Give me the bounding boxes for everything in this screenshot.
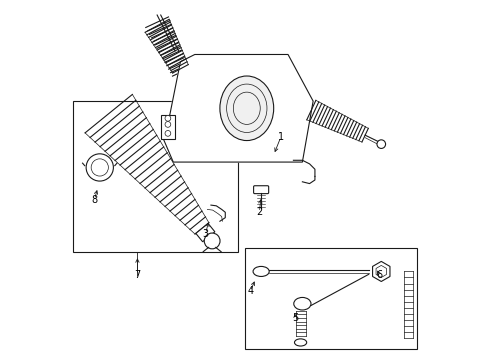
Text: 6: 6 bbox=[376, 270, 383, 280]
Polygon shape bbox=[196, 224, 215, 242]
Polygon shape bbox=[163, 54, 313, 162]
Text: 3: 3 bbox=[202, 229, 209, 239]
Bar bbox=[73, 101, 238, 252]
Circle shape bbox=[377, 140, 386, 148]
Text: 4: 4 bbox=[247, 286, 253, 296]
Ellipse shape bbox=[220, 76, 274, 140]
Text: 7: 7 bbox=[134, 270, 141, 280]
Bar bbox=[161, 116, 175, 139]
Ellipse shape bbox=[294, 297, 311, 310]
Polygon shape bbox=[372, 261, 390, 282]
Ellipse shape bbox=[294, 339, 307, 346]
Text: 1: 1 bbox=[278, 132, 284, 142]
Text: 5: 5 bbox=[292, 313, 298, 323]
Bar bbox=[245, 248, 417, 348]
Circle shape bbox=[165, 122, 171, 127]
Circle shape bbox=[165, 116, 171, 121]
Circle shape bbox=[86, 154, 113, 181]
FancyBboxPatch shape bbox=[254, 186, 269, 194]
Circle shape bbox=[204, 233, 220, 249]
Ellipse shape bbox=[253, 266, 269, 276]
Circle shape bbox=[165, 131, 171, 136]
Text: 8: 8 bbox=[91, 195, 98, 205]
Text: 2: 2 bbox=[256, 207, 263, 217]
